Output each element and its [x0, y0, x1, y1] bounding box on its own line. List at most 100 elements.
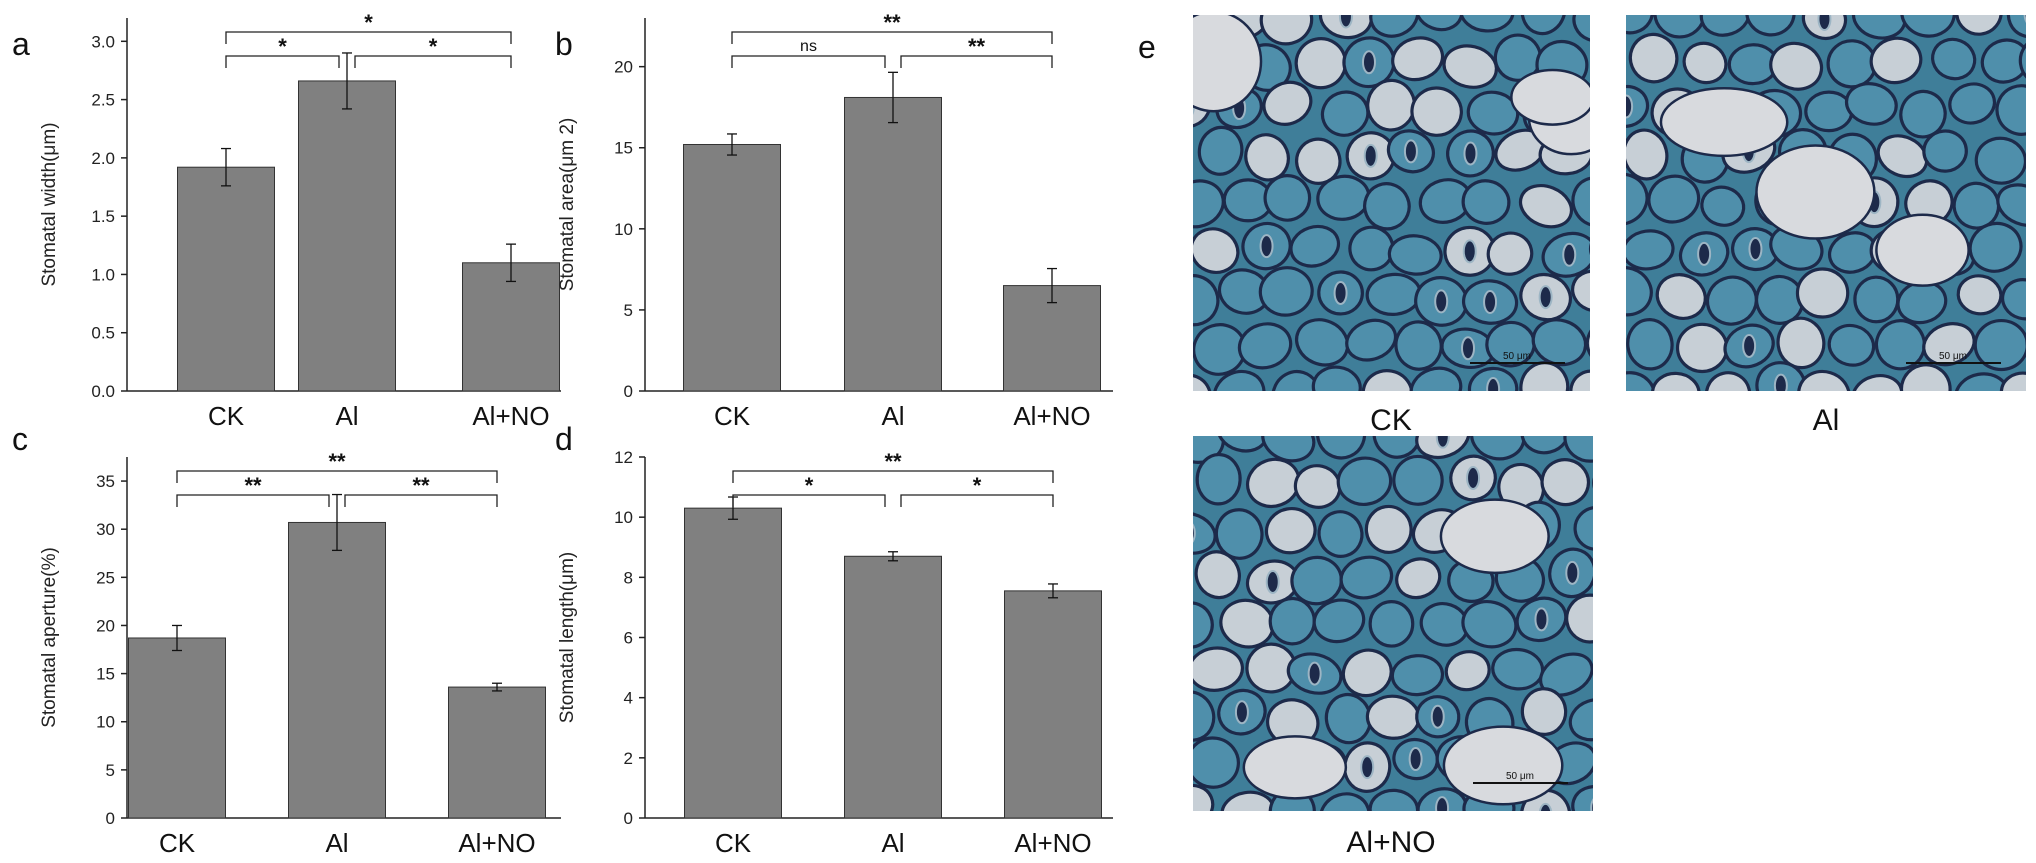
tissue-cell [1364, 504, 1413, 554]
tissue-cell [1518, 184, 1574, 229]
y-axis-label: Stomatal length(μm) [557, 552, 578, 723]
y-axis-label: Stomatal area(μm 2) [557, 118, 578, 292]
tissue-cell [1700, 185, 1746, 227]
tissue-cell [1571, 176, 1590, 228]
tissue-cell [1369, 15, 1420, 38]
y-tick-label: 8 [624, 568, 633, 587]
panel-letter-e: e [1138, 29, 1156, 65]
significance-bracket [176, 494, 330, 507]
category-label: Al+NO [1014, 828, 1091, 858]
panel-letter-d: d [555, 421, 573, 457]
tissue-cell [1869, 36, 1923, 85]
tissue-cell [1390, 654, 1445, 697]
panel-letter-b: b [555, 26, 573, 62]
tissue-cell [1341, 648, 1393, 698]
tissue-cell [1647, 174, 1701, 224]
tissue-cell [1409, 366, 1463, 391]
stoma [1538, 802, 1553, 811]
tissue-cell [1193, 511, 1217, 555]
micrograph-label: Al+NO [1346, 826, 1435, 859]
panel-letter-a: a [12, 26, 30, 62]
tissue-cell [1955, 15, 2003, 36]
y-tick-label: 0.5 [91, 324, 115, 343]
significance-label: ** [244, 473, 262, 498]
tissue-cell [1372, 436, 1422, 459]
tissue-cell [1597, 738, 1650, 782]
tissue-cell [1395, 557, 1442, 600]
stoma [1259, 234, 1274, 259]
tissue-cell [1520, 436, 1571, 455]
tissue-cell [1563, 436, 1593, 463]
significance-label: * [364, 10, 373, 35]
y-tick-label: 2 [624, 749, 633, 768]
tissue-cell [1844, 82, 1898, 126]
tissue-cell [1262, 80, 1313, 126]
air-space [1193, 15, 1263, 113]
tissue-cell [1769, 41, 1824, 91]
significance-label: * [278, 34, 287, 59]
tissue-cell [1193, 736, 1240, 789]
tissue-cell [1197, 125, 1244, 176]
chart-b: b 0 5 10 15 20 Stomatal area(μm 2) CK Al Al+NO ns *… [555, 10, 1113, 431]
stoma [1193, 523, 1196, 543]
stoma [1462, 239, 1477, 264]
tissue-cell [1444, 650, 1491, 692]
bar-CK [128, 637, 226, 819]
bar-Al [298, 80, 396, 392]
significance-label: * [973, 473, 982, 498]
panel-letter-c: c [12, 421, 28, 457]
significance-bracket [225, 55, 340, 68]
air-space [1242, 735, 1348, 800]
y-tick-label: 0 [106, 809, 115, 828]
tissue-cell [1974, 136, 2026, 185]
tissue-cell [1876, 134, 1929, 179]
y-tick-label: 10 [614, 508, 633, 527]
tissue-cell [1442, 44, 1498, 89]
tissue-cell [1995, 84, 2026, 136]
chart-c: c 0 5 10 15 20 25 30 35 Stomatal aperture(%) CK Al A… [12, 421, 561, 858]
tissue-cell [1193, 373, 1212, 391]
stoma [1565, 560, 1580, 585]
significance-bracket [732, 494, 886, 507]
bar-CK [684, 507, 782, 819]
tissue-cell [1193, 601, 1214, 649]
stoma [1463, 141, 1478, 166]
significance-label: * [805, 473, 814, 498]
tissue-cell [1461, 600, 1518, 649]
tissue-cell [1626, 128, 1669, 181]
stoma [1562, 242, 1577, 267]
tissue-cell [1316, 436, 1367, 460]
stoma [1333, 280, 1348, 305]
tissue-cell [1797, 369, 1851, 391]
tissue-cell [1596, 550, 1648, 600]
micrograph-Al+NO: 50 μm [1193, 436, 1650, 811]
significance-bracket [731, 55, 886, 68]
stoma [1234, 700, 1249, 725]
y-tick-label: 2.5 [91, 91, 115, 110]
y-tick-label: 30 [96, 520, 115, 539]
tissue-cell [1853, 275, 1900, 324]
stoma [1430, 704, 1445, 729]
category-label: Al [325, 828, 348, 858]
significance-bracket [732, 470, 1054, 483]
tissue-cell [1237, 322, 1293, 370]
y-tick-label: 0 [624, 809, 633, 828]
category-label: CK [159, 828, 196, 858]
tissue-cell [1626, 266, 1653, 317]
tissue-cell [1345, 318, 1398, 362]
stoma [1486, 377, 1501, 391]
tissue-cell [1653, 15, 1706, 39]
air-space [1439, 498, 1550, 575]
tissue-cell [1387, 234, 1443, 276]
tissue-cell [1572, 15, 1590, 43]
tissue-cell [1263, 174, 1312, 222]
stoma [1748, 237, 1763, 262]
significance-label: ns [800, 38, 817, 55]
significance-label: ** [884, 449, 902, 474]
micrograph-label: Al [1813, 404, 1840, 437]
stoma [1435, 436, 1450, 449]
tissue-cell [1194, 550, 1241, 600]
y-tick-label: 1.5 [91, 207, 115, 226]
significance-bracket [354, 55, 512, 68]
tissue-cell [1392, 454, 1444, 506]
